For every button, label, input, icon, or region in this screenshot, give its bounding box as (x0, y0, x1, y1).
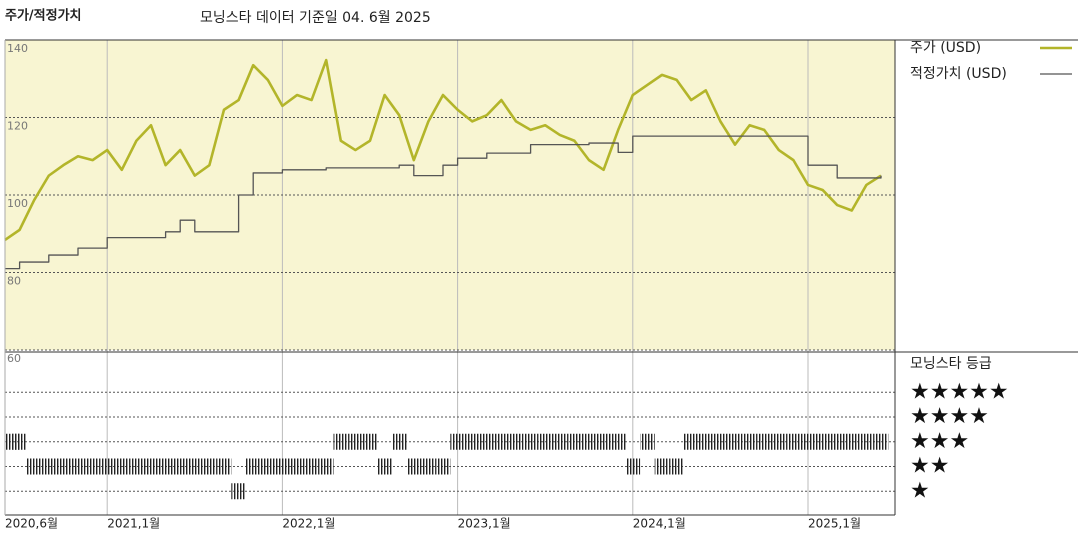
rating-bar (494, 433, 509, 450)
rating-bar (377, 458, 392, 475)
rating-bar (304, 458, 319, 475)
rating-bar (610, 433, 626, 450)
x-tick-label: 2025,1월 (808, 517, 861, 531)
rating-bar (421, 458, 436, 475)
rating-level-label: ★ (910, 478, 930, 503)
rating-level-label: ★★★★★ (910, 379, 1009, 404)
rating-bar (727, 433, 743, 450)
rating-bar (508, 433, 524, 450)
rating-bar (537, 433, 553, 450)
rating-bar (406, 458, 422, 475)
rating-bar (683, 433, 699, 450)
rating-bar (581, 433, 597, 450)
frame (4, 39, 1078, 516)
rating-bar (391, 433, 407, 450)
rating-bar (625, 458, 641, 475)
rating-bar (143, 458, 159, 475)
legend-label: 주가 (USD) (910, 40, 981, 56)
rating-bar (552, 433, 568, 450)
legend-label: 적정가치 (USD) (910, 66, 1007, 82)
chart-subtitle: 모닝스타 데이터 기준일 04. 6월 2025 (200, 10, 431, 26)
x-tick-label: 2024,1월 (633, 517, 686, 531)
rating-level-label: ★★★ (910, 429, 969, 454)
rating-bar (362, 433, 378, 450)
rating-bar (669, 458, 684, 475)
rating-bar (771, 433, 787, 450)
rating-bar (829, 433, 845, 450)
rating-bar (56, 458, 71, 475)
rating-bar (114, 458, 130, 475)
rating-bar (70, 458, 86, 475)
rating-bar (41, 458, 57, 475)
legend: ★★★★★★★★★★★★★★★주가 (USD)적정가치 (USD)모닝스타 등급 (910, 40, 1072, 503)
rating-bar (260, 458, 276, 475)
rating-bar (348, 433, 363, 450)
rating-bar (231, 483, 246, 500)
rating-bar (216, 458, 232, 475)
rating-bar (859, 433, 874, 450)
rating-bar (289, 458, 305, 475)
y-tick-label: 80 (7, 275, 21, 288)
rating-bar (567, 433, 582, 450)
rating-bar (85, 458, 100, 475)
rating-bar (844, 433, 860, 450)
rating-bar (654, 458, 670, 475)
rating-bar (99, 458, 115, 475)
y-tick-label: 100 (7, 197, 28, 210)
rating-bar (318, 458, 334, 475)
x-tick-label: 2022,1월 (282, 517, 335, 531)
series-line (5, 135, 882, 270)
rating-bar (464, 433, 480, 450)
rating-bar (435, 458, 451, 475)
rating-bar (800, 433, 816, 450)
rating-bar (129, 458, 144, 475)
rating-bar (640, 433, 655, 450)
rating-level-label: ★★ (910, 454, 949, 479)
y-tick-label: 140 (7, 42, 28, 55)
rating-bar (275, 458, 290, 475)
series-line (4, 58, 882, 242)
rating-bar (756, 433, 772, 450)
rating-bar (26, 458, 42, 475)
x-tick-label: 2020,6월 (5, 517, 58, 531)
legend-label: 모닝스타 등급 (910, 356, 992, 372)
rating-bar (202, 458, 217, 475)
rating-bar (187, 458, 203, 475)
rating-bar (713, 433, 728, 450)
x-tick-label: 2023,1월 (458, 517, 511, 531)
rating-bar (158, 458, 173, 475)
marks (4, 58, 889, 500)
rating-bar (698, 433, 714, 450)
rating-bar (245, 458, 261, 475)
rating-bar (12, 433, 27, 450)
y-tick-label: 120 (7, 120, 28, 133)
rating-bar (523, 433, 538, 450)
rating-bar (786, 433, 801, 450)
rating-bar (479, 433, 495, 450)
rating-bar (596, 433, 611, 450)
y-tick-label: 60 (7, 352, 21, 365)
x-tick-label: 2021,1월 (107, 517, 160, 531)
rating-bar (873, 433, 889, 450)
rating-bar (172, 458, 188, 475)
chart-title: 주가/적정가치 (5, 8, 82, 24)
rating-bar (450, 433, 465, 450)
rating-bar (742, 433, 757, 450)
rating-bar (333, 433, 349, 450)
rating-bar (815, 433, 830, 450)
rating-level-label: ★★★★ (910, 404, 989, 429)
